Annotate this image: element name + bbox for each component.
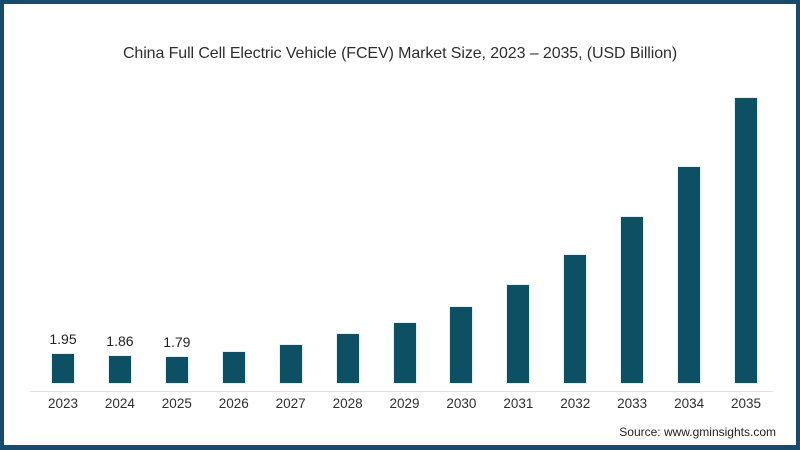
x-tick-label: 2025 (161, 396, 192, 411)
bar (678, 167, 701, 383)
bar-group: 2030 (433, 307, 489, 411)
bar-group: 2028 (320, 334, 376, 411)
x-tick-label: 2024 (104, 396, 135, 411)
bar-group: 1.79 2025 (149, 334, 205, 411)
bar-value-label: 1.95 (49, 331, 77, 347)
bar-value-label: 1.79 (163, 334, 191, 350)
bar (450, 307, 473, 383)
bar-group: 1.86 2024 (92, 333, 148, 411)
bar-group: 2033 (604, 217, 660, 411)
bar (222, 352, 245, 383)
x-tick-label: 2032 (560, 396, 591, 411)
source-attribution: Source: www.gminsights.com (619, 425, 776, 439)
bar (564, 255, 587, 383)
bar-group: 2034 (661, 167, 717, 411)
bar (735, 98, 758, 383)
x-tick-label: 2026 (218, 396, 249, 411)
chart-title: China Full Cell Electric Vehicle (FCEV) … (122, 45, 678, 62)
bar-group: 2035 (718, 98, 774, 411)
x-tick-label: 2028 (332, 396, 363, 411)
x-tick-label: 2029 (389, 396, 420, 411)
bar-group: 2027 (263, 345, 319, 411)
plot-area: 1.95 2023 1.86 2024 1.79 2025 2026 2027 2028 2029… (4, 4, 796, 445)
bar (393, 323, 416, 383)
bar (108, 356, 131, 383)
x-tick-label: 2033 (617, 396, 648, 411)
x-tick-label: 2034 (674, 396, 705, 411)
bar-group: 1.95 2023 (35, 331, 91, 411)
x-tick-label: 2027 (275, 396, 306, 411)
x-tick-label: 2031 (503, 396, 534, 411)
bar-group: 2026 (206, 352, 262, 411)
bar (279, 345, 302, 383)
bar-value-label: 1.86 (106, 333, 134, 349)
x-tick-label: 2023 (47, 396, 79, 411)
bar-group: 2032 (547, 255, 603, 411)
bar (621, 217, 644, 383)
x-axis-line (30, 391, 773, 392)
bar-group: 2031 (490, 285, 546, 411)
x-tick-label: 2035 (731, 396, 762, 411)
bar-group: 2029 (377, 323, 433, 411)
x-tick-label: 2030 (446, 396, 477, 411)
bar (507, 285, 530, 383)
bar (336, 334, 359, 383)
bar (52, 354, 74, 383)
bar (165, 357, 188, 383)
